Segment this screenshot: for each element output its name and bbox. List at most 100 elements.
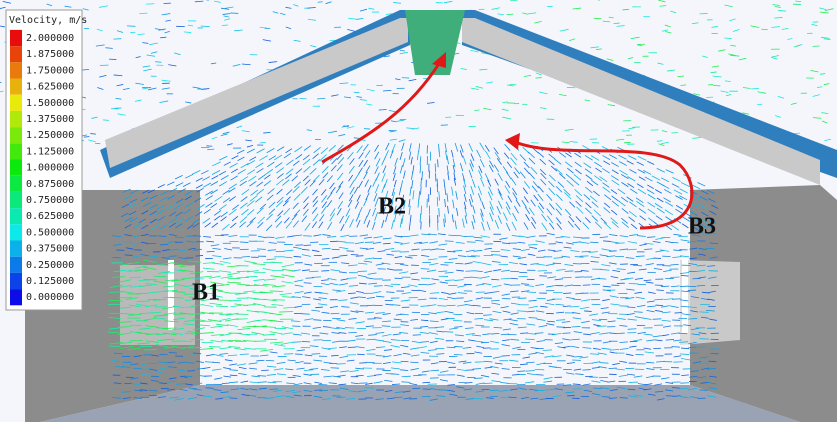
vector	[304, 245, 312, 246]
vector	[331, 313, 340, 314]
window-left	[120, 265, 195, 345]
legend-swatch	[10, 273, 22, 289]
legend-label: 1.375000	[26, 114, 74, 125]
vector	[590, 242, 599, 243]
vector	[454, 346, 463, 347]
vector	[229, 398, 237, 399]
vector	[367, 305, 375, 306]
vector	[421, 206, 422, 215]
vector	[482, 307, 490, 308]
legend-swatch	[10, 160, 22, 176]
vector	[209, 347, 221, 348]
legend-label: 2.000000	[26, 33, 74, 44]
legend-swatch	[10, 143, 22, 159]
legend-swatch	[10, 289, 22, 305]
vector	[507, 14, 514, 15]
legend-swatch	[10, 111, 22, 127]
legend-label: 1.000000	[26, 163, 74, 174]
vector	[348, 347, 356, 348]
vector	[306, 278, 314, 279]
vector	[139, 280, 151, 281]
vector	[206, 388, 214, 389]
vector	[400, 51, 405, 52]
vector	[139, 13, 147, 14]
vector	[309, 271, 318, 272]
vector	[536, 78, 542, 79]
vector	[583, 363, 592, 364]
vector	[279, 312, 293, 313]
vector	[386, 292, 394, 293]
vector	[266, 360, 274, 361]
legend-label: 0.000000	[26, 292, 74, 303]
vector	[357, 354, 365, 355]
vector	[653, 319, 662, 320]
vector	[374, 318, 382, 319]
vector	[230, 13, 238, 14]
vector	[410, 362, 418, 363]
vector	[525, 339, 534, 340]
vector	[422, 382, 430, 383]
legend-label: 0.625000	[26, 211, 74, 222]
vector	[437, 306, 446, 307]
vector	[439, 208, 440, 217]
vector	[312, 277, 321, 278]
legend-swatch	[10, 176, 22, 192]
legend-label: 0.375000	[26, 244, 74, 255]
vector	[409, 255, 418, 256]
vector	[529, 318, 538, 319]
vector	[556, 327, 564, 328]
vector	[656, 305, 664, 306]
vector	[547, 321, 555, 322]
vector	[90, 134, 96, 135]
legend-label: 0.500000	[26, 227, 74, 238]
label-b3: B3	[688, 214, 716, 240]
legend-swatch	[10, 257, 22, 273]
vector	[257, 249, 266, 250]
legend-label: 1.250000	[26, 130, 74, 141]
vector	[423, 389, 431, 390]
window-frame-right	[682, 258, 688, 333]
vector	[312, 354, 321, 355]
legend-label: 1.750000	[26, 65, 74, 76]
vector	[699, 312, 708, 313]
legend-label: 1.500000	[26, 98, 74, 109]
legend-swatch	[10, 224, 22, 240]
vector	[594, 18, 602, 19]
vector	[562, 277, 571, 278]
vector	[670, 277, 679, 278]
legend-label: 0.875000	[26, 179, 74, 190]
vector	[553, 263, 561, 264]
vector	[441, 265, 449, 266]
vector	[191, 339, 204, 340]
vector	[603, 241, 610, 242]
vector	[481, 342, 489, 343]
vector	[236, 319, 248, 320]
vector	[474, 378, 483, 379]
vector	[562, 333, 570, 334]
label-b1: B1	[192, 280, 220, 306]
legend-swatch	[10, 30, 22, 46]
vector	[592, 304, 601, 305]
vector	[401, 382, 410, 383]
legend-swatch	[10, 192, 22, 208]
vector	[628, 329, 637, 330]
vector	[301, 314, 310, 315]
vector	[228, 278, 241, 279]
vector	[675, 313, 683, 314]
legend-swatch	[10, 62, 22, 78]
vector	[356, 256, 364, 257]
vector	[761, 29, 767, 30]
legend-swatch	[10, 46, 22, 62]
vector	[627, 307, 635, 308]
vector	[421, 187, 422, 195]
label-b2: B2	[378, 194, 406, 220]
vector	[331, 355, 339, 356]
legend-label: 0.250000	[26, 260, 74, 271]
legend-label: 1.125000	[26, 146, 74, 157]
vector	[144, 279, 157, 280]
legend-label: 0.750000	[26, 195, 74, 206]
legend-label: 1.625000	[26, 82, 74, 93]
vector	[502, 356, 510, 357]
vector	[420, 214, 421, 223]
legend-swatch	[10, 95, 22, 111]
